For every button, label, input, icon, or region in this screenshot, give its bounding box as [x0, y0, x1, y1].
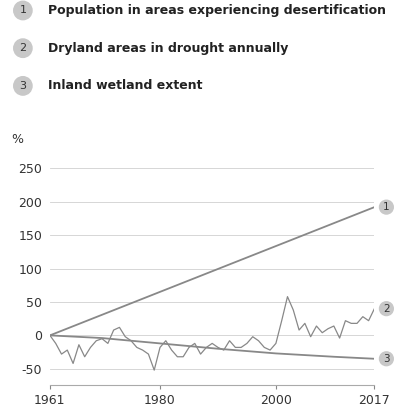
Text: 1: 1: [383, 202, 390, 212]
Text: 2: 2: [383, 304, 390, 314]
Text: Population in areas experiencing desertification: Population in areas experiencing deserti…: [48, 4, 386, 17]
Text: 3: 3: [20, 81, 26, 91]
Text: 3: 3: [383, 354, 390, 364]
Text: 2: 2: [19, 43, 27, 53]
Text: 1: 1: [20, 5, 26, 16]
Text: Dryland areas in drought annually: Dryland areas in drought annually: [48, 41, 288, 55]
Text: Inland wetland extent: Inland wetland extent: [48, 79, 202, 93]
Text: %: %: [11, 133, 23, 146]
